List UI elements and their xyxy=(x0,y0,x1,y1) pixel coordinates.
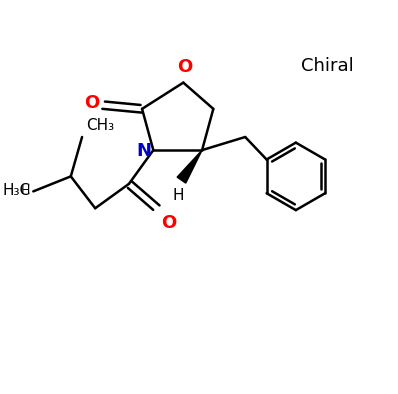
Polygon shape xyxy=(177,150,202,183)
Text: H₃C: H₃C xyxy=(2,183,30,198)
Text: N: N xyxy=(137,142,152,160)
Text: H: H xyxy=(21,184,30,197)
Text: H: H xyxy=(173,188,184,203)
Text: O: O xyxy=(84,94,100,112)
Text: O: O xyxy=(161,214,176,232)
Text: Chiral: Chiral xyxy=(301,57,354,75)
Text: CH₃: CH₃ xyxy=(86,118,115,133)
Text: O: O xyxy=(178,58,193,76)
